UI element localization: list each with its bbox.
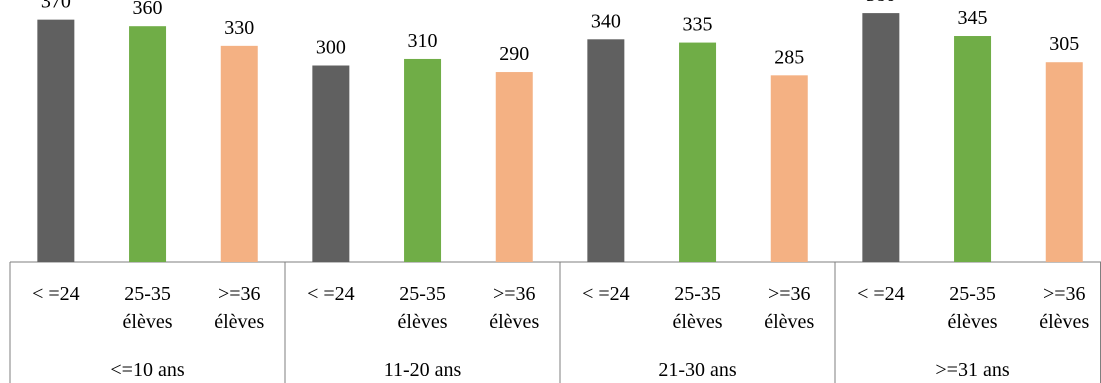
data-label: 340 — [591, 10, 621, 32]
bar — [679, 42, 717, 263]
category-tick-label: élèves — [398, 311, 448, 333]
data-label: 290 — [499, 43, 529, 65]
bar — [495, 72, 533, 262]
category-tick-label: >=36 — [768, 283, 811, 305]
group-label: >=31 ans — [935, 359, 1009, 381]
bar — [404, 58, 442, 263]
bar — [37, 19, 75, 263]
data-label: 300 — [316, 37, 346, 59]
category-tick-label: 25-35 — [949, 283, 996, 305]
group-label: <=10 ans — [110, 359, 184, 381]
category-tick-label: < =24 — [582, 283, 630, 305]
category-tick-label: élèves — [214, 311, 264, 333]
category-tick-label: élèves — [764, 311, 814, 333]
data-label: 345 — [958, 7, 988, 29]
data-label: 335 — [683, 14, 713, 36]
category-tick-label: élèves — [489, 311, 539, 333]
category-tick-label: élèves — [948, 311, 998, 333]
bar — [129, 26, 167, 263]
category-tick-label: >=36 — [493, 283, 536, 305]
category-tick-label: 25-35 — [674, 283, 721, 305]
data-label: 330 — [224, 17, 254, 39]
bar — [220, 45, 258, 262]
data-label: 360 — [133, 0, 163, 19]
data-label: 370 — [41, 0, 71, 13]
category-tick-label: < =24 — [857, 283, 905, 305]
bar — [1045, 62, 1083, 262]
data-label: 305 — [1049, 33, 1079, 55]
category-tick-label: 25-35 — [399, 283, 446, 305]
group-label: 21-30 ans — [658, 359, 737, 381]
data-label: 285 — [774, 46, 804, 68]
bar — [954, 36, 992, 263]
category-tick-label: >=36 — [218, 283, 261, 305]
group-label: 11-20 ans — [384, 359, 462, 381]
category-tick-label: 25-35 — [124, 283, 171, 305]
category-tick-label: < =24 — [32, 283, 80, 305]
category-tick-label: élèves — [1039, 311, 1089, 333]
category-tick-label: >=36 — [1043, 283, 1086, 305]
data-label: 310 — [408, 30, 438, 52]
category-tick-label: élèves — [673, 311, 723, 333]
data-label: 380 — [866, 0, 896, 6]
category-tick-label: élèves — [123, 311, 173, 333]
bar — [587, 39, 625, 262]
category-tick-label: < =24 — [307, 283, 355, 305]
bar — [312, 65, 350, 262]
bar — [770, 75, 808, 262]
bar — [862, 13, 900, 262]
